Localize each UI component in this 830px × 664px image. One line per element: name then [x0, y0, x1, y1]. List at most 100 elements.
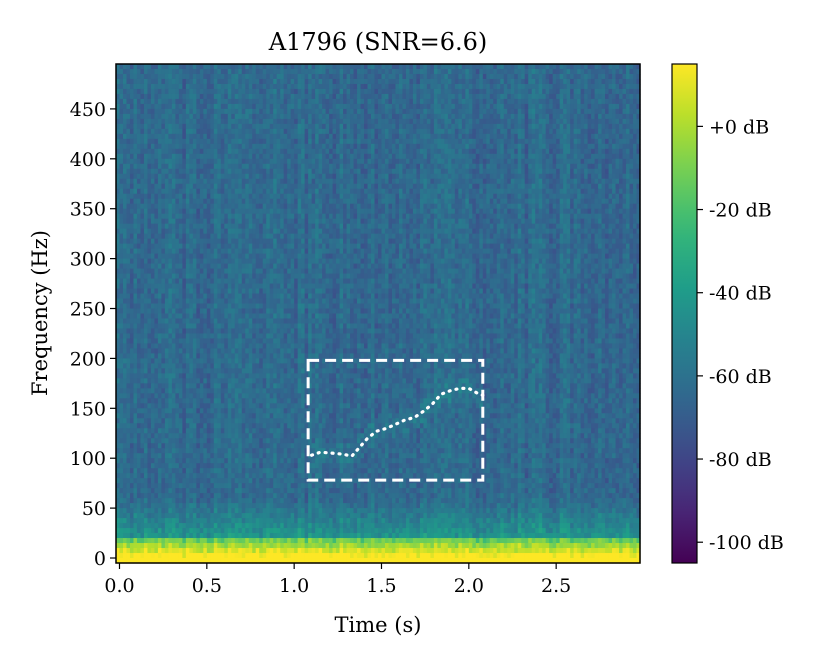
heatmap-cell [231, 218, 236, 225]
heatmap-cell [325, 203, 330, 210]
heatmap-cell [584, 138, 589, 145]
heatmap-cell [381, 163, 386, 170]
heatmap-cell [294, 64, 299, 70]
heatmap-cell [458, 183, 463, 190]
heatmap-cell [451, 213, 456, 220]
heatmap-cell [171, 213, 176, 220]
heatmap-cell [552, 223, 557, 230]
heatmap-cell [521, 153, 526, 160]
heatmap-cell [556, 113, 561, 120]
heatmap-cell [154, 198, 159, 205]
heatmap-cell [154, 223, 159, 230]
heatmap-cell [423, 73, 428, 80]
heatmap-cell [577, 68, 582, 75]
heatmap-cell [430, 93, 435, 100]
heatmap-cell [280, 163, 285, 170]
heatmap-cell [164, 143, 169, 150]
heatmap-cell [458, 218, 463, 225]
heatmap-cell [615, 88, 620, 95]
heatmap-cell [311, 68, 316, 75]
heatmap-cell [178, 93, 183, 100]
heatmap-cell [514, 198, 519, 205]
heatmap-cell [542, 213, 547, 220]
heatmap-cell [587, 88, 592, 95]
heatmap-cell [143, 78, 149, 85]
heatmap-cell [304, 128, 309, 135]
heatmap-cell [531, 213, 536, 220]
heatmap-cell [412, 148, 418, 155]
heatmap-cell [213, 158, 218, 165]
heatmap-cell [126, 193, 131, 200]
heatmap-cell [374, 208, 379, 215]
heatmap-cell [472, 128, 477, 135]
heatmap-cell [161, 133, 166, 140]
heatmap-cell [143, 98, 149, 105]
heatmap-cell [468, 178, 473, 185]
heatmap-cell [510, 128, 515, 135]
heatmap-cell [353, 163, 358, 170]
heatmap-cell [503, 138, 508, 145]
heatmap-cell [636, 108, 641, 115]
heatmap-cell [276, 153, 281, 160]
heatmap-cell [182, 93, 187, 100]
heatmap-cell [266, 138, 271, 145]
heatmap-cell [563, 78, 568, 85]
heatmap-cell [357, 64, 362, 70]
heatmap-cell [308, 103, 313, 110]
heatmap-cell [437, 203, 442, 210]
heatmap-cell [587, 123, 592, 130]
heatmap-cell [301, 213, 306, 220]
heatmap-cell [147, 138, 152, 145]
heatmap-cell [615, 203, 620, 210]
heatmap-cell [311, 173, 316, 180]
heatmap-cell [122, 218, 128, 225]
heatmap-cell [461, 143, 466, 150]
heatmap-cell [234, 178, 239, 185]
heatmap-cell [266, 213, 271, 220]
heatmap-cell [346, 123, 351, 130]
heatmap-cell [419, 218, 425, 225]
heatmap-cell [192, 98, 197, 105]
heatmap-cell [301, 103, 306, 110]
heatmap-cell [241, 198, 246, 205]
heatmap-cell [378, 138, 383, 145]
heatmap-cell [325, 188, 330, 195]
heatmap-cell [210, 168, 215, 175]
heatmap-cell [224, 143, 229, 150]
heatmap-cell [538, 188, 543, 195]
heatmap-cell [405, 148, 411, 155]
heatmap-cell [426, 143, 431, 150]
heatmap-cell [395, 178, 400, 185]
heatmap-cell [391, 123, 397, 130]
heatmap-cell [423, 188, 428, 195]
heatmap-cell [217, 178, 222, 185]
heatmap-cell [133, 133, 138, 140]
heatmap-cell [269, 203, 274, 210]
heatmap-cell [136, 83, 142, 90]
heatmap-cell [500, 193, 505, 200]
heatmap-cell [339, 198, 344, 205]
heatmap-cell [381, 73, 386, 80]
heatmap-cell [332, 64, 337, 70]
heatmap-cell [224, 213, 229, 220]
heatmap-cell [475, 93, 480, 100]
heatmap-cell [573, 158, 578, 165]
heatmap-cell [626, 108, 631, 115]
heatmap-cell [454, 64, 459, 70]
heatmap-cell [304, 78, 309, 85]
heatmap-cell [447, 213, 452, 220]
heatmap-cell [224, 203, 229, 210]
heatmap-cell [629, 118, 634, 125]
heatmap-cell [322, 123, 327, 130]
heatmap-cell [371, 93, 376, 100]
heatmap-cell [290, 108, 295, 115]
heatmap-cell [542, 208, 547, 215]
heatmap-cell [248, 218, 253, 225]
heatmap-cell [168, 78, 173, 85]
heatmap-cell [615, 153, 620, 160]
heatmap-cell [594, 64, 599, 70]
heatmap-cell [507, 128, 512, 135]
heatmap-cell [357, 213, 362, 220]
heatmap-cell [339, 64, 344, 70]
heatmap-cell [367, 143, 372, 150]
